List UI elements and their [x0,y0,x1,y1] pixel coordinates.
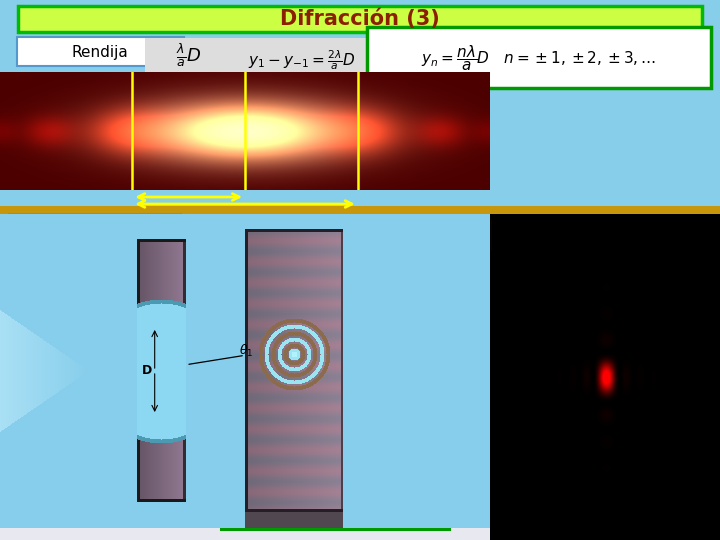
FancyBboxPatch shape [493,220,715,250]
Text: $\theta_1$: $\theta_1$ [239,343,253,359]
FancyBboxPatch shape [145,38,233,74]
FancyBboxPatch shape [18,6,702,32]
Text: del patrón y el primer mínimo.: del patrón y el primer mínimo. [10,257,168,267]
Text: Agujero cuadrado: Agujero cuadrado [534,228,674,242]
Text: de Airy: de Airy [493,370,539,380]
Text: $y_n = \dfrac{n\lambda}{a}D \quad n = \pm 1, \pm 2, \pm 3, \ldots$: $y_n = \dfrac{n\lambda}{a}D \quad n = \p… [421,43,657,73]
Text: SZYD: Sección 36.7: SZYD: Sección 36.7 [541,409,665,422]
Text: Difracción (3): Difracción (3) [280,9,440,29]
FancyBboxPatch shape [17,37,184,66]
FancyBboxPatch shape [221,459,449,529]
Text: Física General II: Física General II [586,502,686,512]
Bar [0,528,490,540]
Text: Alvaro Lavín: Alvaro Lavín [598,517,675,527]
Text: Agujero circular: Agujero circular [40,218,150,232]
FancyBboxPatch shape [9,214,181,236]
Text: ─ Disco: ─ Disco [493,358,531,368]
FancyBboxPatch shape [367,27,711,88]
FancyBboxPatch shape [558,488,714,537]
FancyBboxPatch shape [220,38,383,82]
Text: $\sin\theta_1 = 1.22\,\dfrac{\lambda}{D}$: $\sin\theta_1 = 1.22\,\dfrac{\lambda}{D}… [266,475,405,514]
Bar [490,214,720,540]
Text: $y_1 - y_{-1} = \frac{2\lambda}{a}D$: $y_1 - y_{-1} = \frac{2\lambda}{a}D$ [248,48,355,72]
FancyBboxPatch shape [496,401,710,431]
Text: $\theta_1$ es el ángulo entre el centro: $\theta_1$ es el ángulo entre el centro [10,244,169,259]
Bar [0,206,720,214]
Text: $\frac{\lambda}{a}D$: $\frac{\lambda}{a}D$ [176,43,202,70]
Text: Rendija: Rendija [71,44,128,59]
Text: D: D [142,364,152,377]
